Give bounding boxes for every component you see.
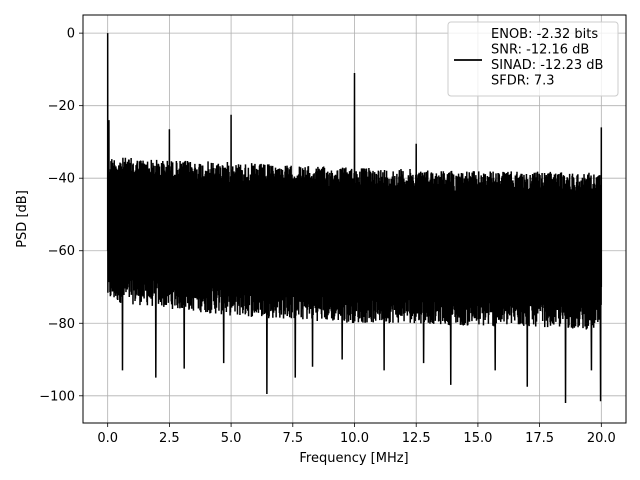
x-tick-label: 17.5: [525, 431, 554, 446]
y-tick-label: −20: [48, 99, 75, 114]
y-tick-label: −60: [48, 244, 75, 259]
x-axis-label: Frequency [MHz]: [299, 451, 408, 466]
x-axis-ticks: 0.0 2.5 5.0 7.5 10.0 12.5 15.0 17.5 20.0: [97, 423, 616, 446]
x-tick-label: 20.0: [587, 431, 616, 446]
x-tick-label: 5.0: [221, 431, 242, 446]
x-tick-label: 2.5: [159, 431, 180, 446]
y-tick-label: −100: [39, 389, 75, 404]
y-tick-label: −80: [48, 317, 75, 332]
x-tick-label: 12.5: [402, 431, 431, 446]
y-tick-label: 0: [67, 27, 75, 42]
legend: ENOB: -2.32 bits SNR: -12.16 dB SINAD: -12…: [447, 21, 619, 97]
y-tick-label: −40: [48, 172, 75, 187]
legend-box: [447, 21, 619, 97]
x-tick-label: 10.0: [340, 431, 369, 446]
legend-entry: ENOB: -2.32 bits SNR: -12.16 dB SINAD: -12…: [491, 27, 603, 89]
y-axis-ticks: 0 −20 −40 −60 −80 −100: [39, 27, 83, 404]
x-tick-label: 15.0: [463, 431, 492, 446]
y-axis-label: PSD [dB]: [15, 190, 30, 248]
legend-label: ENOB: -2.32 bits SNR: -12.16 dB SINAD: -12…: [491, 27, 603, 89]
psd-line: [106, 33, 603, 404]
x-tick-label: 7.5: [282, 431, 303, 446]
x-tick-label: 0.0: [97, 431, 118, 446]
series-psd: [106, 33, 603, 404]
